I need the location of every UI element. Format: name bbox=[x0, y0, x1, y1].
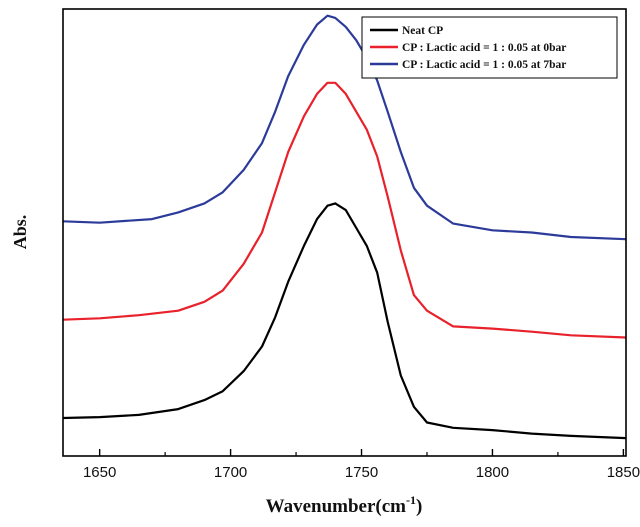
legend-box bbox=[361, 16, 618, 79]
plot-frame bbox=[62, 8, 627, 457]
x-ticks: 1650 1700 1750 1800 1850 bbox=[83, 449, 640, 481]
series-layer bbox=[62, 14, 627, 440]
series-line-3 bbox=[62, 14, 627, 241]
legend: Neat CP CP : Lactic acid = 1 : 0.05 at 0b… bbox=[361, 16, 618, 79]
x-tick-label-1800: 1800 bbox=[476, 464, 509, 481]
x-tick-label-1850: 1850 bbox=[607, 464, 640, 481]
y-axis-title: Abs. bbox=[10, 215, 30, 250]
series-line-1 bbox=[62, 202, 627, 440]
x-tick-label-1700: 1700 bbox=[214, 464, 247, 481]
legend-label-3: CP : Lactic acid = 1 : 0.05 at 7bar bbox=[402, 59, 566, 71]
x-tick-label-1750: 1750 bbox=[345, 464, 378, 481]
x-tick-label-1650: 1650 bbox=[83, 464, 116, 481]
x-axis-title-main: Wavenumber(cm bbox=[266, 496, 407, 517]
x-axis-title: Wavenumber(cm-1) bbox=[266, 493, 423, 517]
series-line-2 bbox=[62, 81, 627, 339]
legend-label-1: Neat CP bbox=[402, 25, 443, 37]
legend-label-2: CP : Lactic acid = 1 : 0.05 at 0bar bbox=[402, 42, 566, 54]
x-axis-title-close: ) bbox=[416, 496, 422, 517]
x-axis-title-superscript: -1 bbox=[406, 493, 416, 507]
